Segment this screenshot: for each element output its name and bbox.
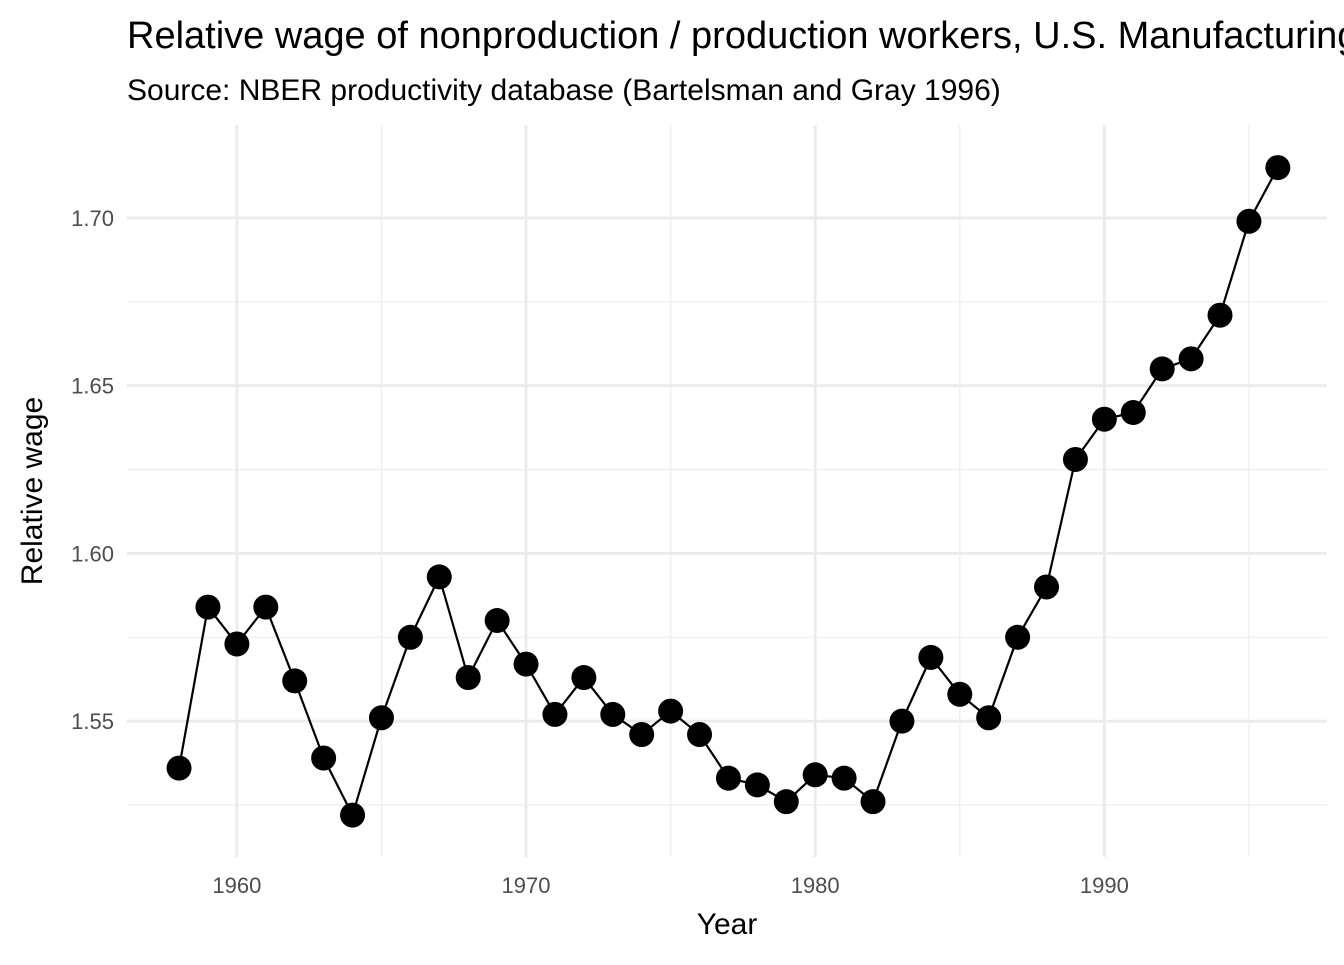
data-point (1091, 406, 1117, 432)
data-point (860, 789, 886, 815)
y-tick-label: 1.65 (71, 374, 114, 399)
data-point (1005, 624, 1031, 650)
data-point (253, 594, 279, 620)
x-tick-label: 1990 (1080, 873, 1129, 898)
data-point (224, 631, 250, 657)
data-point (1062, 446, 1088, 472)
data-point (397, 624, 423, 650)
chart-subtitle: Source: NBER productivity database (Bart… (127, 74, 1001, 107)
chart-title: Relative wage of nonproduction / product… (127, 15, 1344, 57)
data-point (1207, 302, 1233, 328)
data-point (368, 705, 394, 731)
tick-labels: 1960 1970 1980 1990 1.55 1.60 1.65 1.70 (71, 206, 1129, 898)
data-point (311, 745, 337, 771)
data-point (831, 765, 857, 791)
data-point (1120, 399, 1146, 425)
series-line (177, 167, 1279, 817)
y-tick-label: 1.60 (71, 541, 114, 566)
data-point (889, 708, 915, 734)
minor-gridlines (127, 125, 1327, 857)
data-point (600, 701, 626, 727)
data-point (426, 564, 452, 590)
data-point (484, 607, 510, 633)
data-point (1236, 208, 1262, 234)
data-point (1265, 155, 1291, 181)
data-point (282, 668, 308, 694)
data-point (571, 665, 597, 691)
data-point (1034, 574, 1060, 600)
y-tick-label: 1.55 (71, 709, 114, 734)
data-point (195, 594, 221, 620)
data-point (687, 722, 713, 748)
data-point (802, 762, 828, 788)
data-point (1178, 346, 1204, 372)
x-axis-title: Year (697, 908, 758, 941)
series-group (166, 155, 1291, 828)
data-point (658, 698, 684, 724)
data-point (513, 651, 539, 677)
data-point (744, 772, 770, 798)
data-point (542, 701, 568, 727)
data-point (773, 789, 799, 815)
y-axis-title: Relative wage (16, 397, 49, 585)
x-tick-label: 1970 (502, 873, 551, 898)
data-point (976, 705, 1002, 731)
data-point (340, 802, 366, 828)
data-point (455, 665, 481, 691)
x-tick-label: 1980 (791, 873, 840, 898)
major-gridlines (127, 125, 1327, 857)
data-point (1149, 356, 1175, 382)
y-tick-label: 1.70 (71, 206, 114, 231)
data-point (918, 644, 944, 670)
data-point (629, 722, 655, 748)
data-point (947, 681, 973, 707)
x-tick-label: 1960 (212, 873, 261, 898)
data-point (166, 755, 192, 781)
data-point (715, 765, 741, 791)
